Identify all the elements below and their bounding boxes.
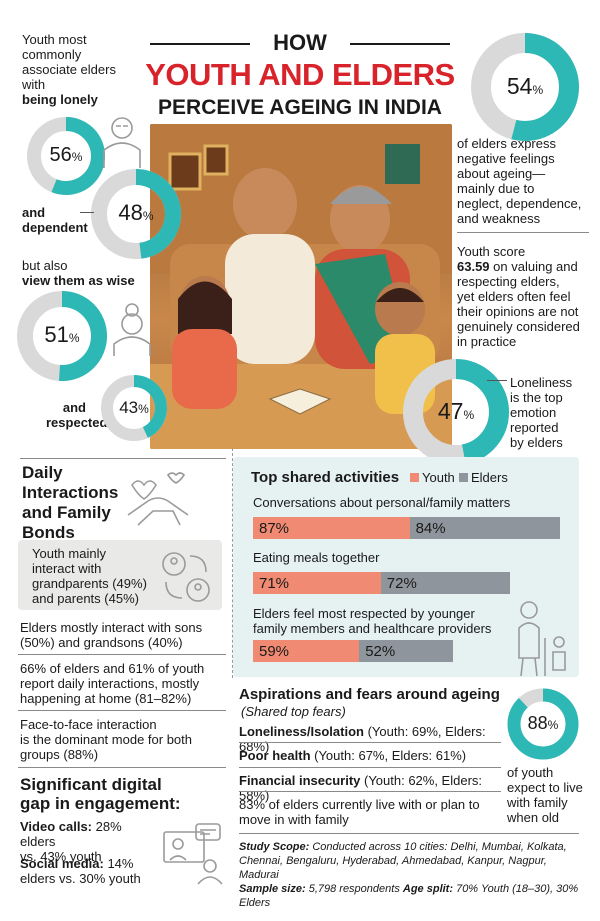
hands-heart-icon <box>127 472 189 526</box>
bar-value-label: 87% <box>259 520 290 537</box>
digital-social: Social media: 14% elders vs. 30% youth <box>20 856 141 886</box>
activity-label: Elders feel most respected by younger fa… <box>253 606 492 636</box>
respected-label: and respected <box>46 400 108 430</box>
dashed-divider <box>232 448 234 678</box>
score-value: 63.59 <box>457 259 490 274</box>
dependent-label: and dependent <box>22 205 88 235</box>
people-exchange-icon <box>162 552 210 602</box>
intro-line: Youth most <box>22 32 87 47</box>
intro-line: commonly <box>22 47 82 62</box>
bar-value-label: 84% <box>415 520 446 537</box>
family-illustration <box>150 124 452 449</box>
bar-value-label: 52% <box>365 643 396 660</box>
bar-elders: 84% <box>409 517 560 539</box>
bar-value-label: 72% <box>386 575 417 592</box>
divider <box>20 458 226 459</box>
aspirations-title: Aspirations and fears around ageing <box>239 686 500 703</box>
divider <box>18 654 226 655</box>
study-scope: Study Scope: Conducted across 10 cities:… <box>239 841 579 909</box>
divider <box>239 742 501 743</box>
donut-respected <box>101 375 167 441</box>
family-scene-image <box>150 124 452 449</box>
respected-value: 43% <box>119 398 149 417</box>
legend-elders-label: Elders <box>471 470 508 485</box>
lonely-value: 56% <box>49 144 83 166</box>
loneliness-text: Loneliness is the top emotion reported b… <box>510 375 573 450</box>
fear-item: Poor health (Youth: 67%, Elders: 61%) <box>239 748 467 763</box>
score-text: Youth score 63.59 on valuing and respect… <box>457 244 580 349</box>
donut-wise <box>17 291 107 381</box>
family-value: 88% <box>527 713 559 733</box>
family-text: of youth expect to live with family when… <box>507 765 583 825</box>
wise-label: but also view them as wise <box>22 258 135 288</box>
video-call-icon <box>163 823 223 885</box>
elderly-woman-icon <box>113 303 151 356</box>
left-intro: Youth most commonly associate elders wit… <box>22 32 147 107</box>
bar-value-label: 59% <box>259 643 290 660</box>
youth-interaction-text: Youth mainly interact with grandparents … <box>32 546 147 606</box>
dependent-value: 48% <box>118 200 154 225</box>
divider <box>457 232 589 233</box>
title-sub: PERCEIVE AGEING IN INDIA <box>158 96 442 119</box>
digital-video: Video calls: 28% elders vs. 43% youth <box>20 819 122 864</box>
bar-youth: 59% <box>253 640 360 662</box>
title-how: HOW <box>273 30 327 55</box>
divider <box>239 791 501 792</box>
wise-value: 51% <box>44 322 80 347</box>
connector-line <box>80 212 94 213</box>
donut-loneliness <box>403 359 509 465</box>
divider <box>239 767 501 768</box>
daily-item-face-to-face: Face-to-face interaction is the dominant… <box>20 717 192 762</box>
bar-value-label: 71% <box>259 575 290 592</box>
bar-youth: 71% <box>253 572 381 594</box>
activities-title: Top shared activities <box>251 469 400 486</box>
bar-youth: 87% <box>253 517 410 539</box>
connector-line <box>487 380 507 381</box>
donut-lonely <box>27 117 105 195</box>
divider <box>18 710 226 711</box>
divider <box>18 767 226 768</box>
legend-youth-swatch <box>410 473 419 482</box>
elderly-man-icon <box>103 117 141 168</box>
donut-dependent <box>91 169 181 259</box>
divider <box>239 833 579 834</box>
digital-title: Significant digital gap in engagement: <box>20 775 181 813</box>
intro-line: associate elders <box>22 62 116 77</box>
youth-interaction-box: Youth mainly interact with grandparents … <box>18 540 222 610</box>
donut-family <box>507 688 579 760</box>
negative-text: of elders express negative feelings abou… <box>457 136 582 226</box>
legend-elders-swatch <box>459 473 468 482</box>
activity-label: Eating meals together <box>253 550 380 565</box>
live-with-family-text: 83% of elders currently live with or pla… <box>239 797 480 827</box>
legend-youth-label: Youth <box>422 470 455 485</box>
donut-negative <box>471 33 579 141</box>
daily-item-sons: Elders mostly interact with sons (50%) a… <box>20 620 203 650</box>
fear-item: Loneliness/Isolation (Youth: 69%, Elders… <box>239 724 486 754</box>
activity-label: Conversations about personal/family matt… <box>253 495 511 510</box>
bar-elders: 72% <box>380 572 511 594</box>
negative-value: 54% <box>506 73 544 99</box>
bar-elders: 52% <box>359 640 453 662</box>
aspirations-subtitle: (Shared top fears) <box>241 704 346 719</box>
lonely-label: being lonely <box>22 92 98 107</box>
elderly-walking-icon <box>518 601 566 677</box>
intro-line: with <box>22 77 46 92</box>
daily-title: Daily Interactions and Family Bonds <box>22 463 119 542</box>
daily-item-frequency: 66% of elders and 61% of youth report da… <box>20 661 205 706</box>
title-main: YOUTH AND ELDERS <box>145 57 455 92</box>
loneliness-value: 47% <box>437 398 475 424</box>
